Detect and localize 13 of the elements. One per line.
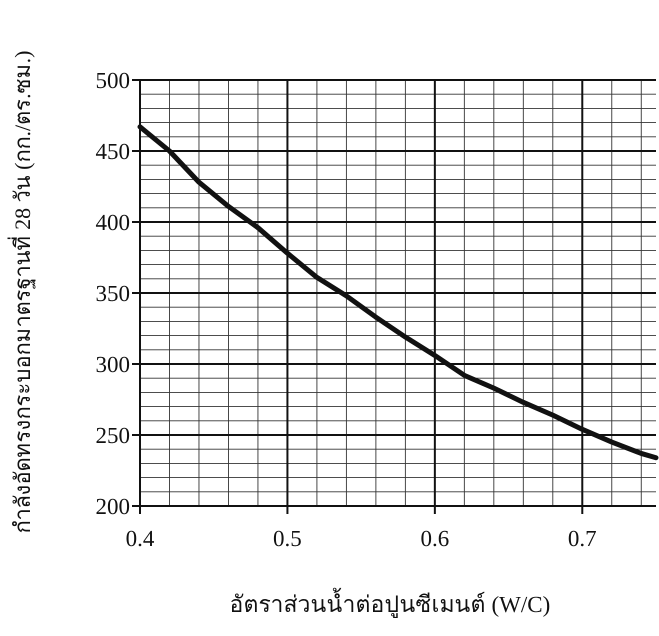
y-axis-title: กำลังอัดทรงกระบอกมาตรฐานที่ 28 วัน (กก./ตร.ซม.) (7, 50, 36, 534)
y-tick-label: 350 (96, 281, 130, 306)
x-axis-title: อัตราส่วนน้ำต่อปูนซีเมนต์ (W/C) (230, 588, 550, 618)
y-tick-label: 400 (96, 210, 130, 235)
x-tick-label: 0.5 (273, 526, 302, 551)
y-tick-label: 450 (96, 139, 130, 164)
y-tick-label: 500 (96, 68, 130, 93)
y-tick-label: 300 (96, 352, 130, 377)
x-tick-label: 0.6 (420, 526, 450, 551)
x-tick-label: 0.7 (568, 526, 597, 551)
y-tick-label: 200 (96, 494, 130, 519)
y-tick-label: 250 (96, 423, 130, 448)
x-tick-label: 0.4 (126, 526, 155, 551)
